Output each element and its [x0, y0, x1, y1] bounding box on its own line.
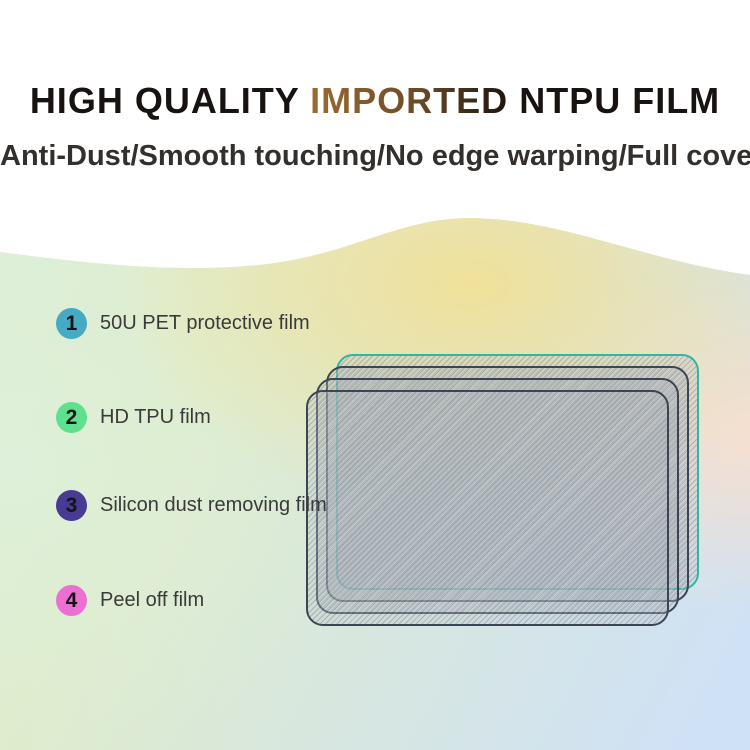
step-badge-1: 1 [56, 308, 87, 339]
title-highlight: IMPORTED [310, 80, 509, 121]
step-label: HD TPU film [100, 406, 211, 428]
legend-item-2: 2 HD TPU film [56, 402, 211, 433]
step-label: 50U PET protective film [100, 312, 310, 334]
title-tail: NTPU FILM [519, 80, 721, 121]
page-title: HIGH QUALITY IMPORTED NTPU FILM [0, 80, 750, 122]
title-lead: HIGH QUALITY [29, 80, 300, 121]
step-badge-4: 4 [56, 585, 87, 616]
legend-item-1: 1 50U PET protective film [56, 308, 310, 339]
legend-item-3: 3 Silicon dust removing film [56, 490, 327, 521]
legend-item-4: 4 Peel off film [56, 585, 204, 616]
step-label: Silicon dust removing film [100, 494, 327, 516]
page-subtitle: Anti-Dust/Smooth touching/No edge warpin… [0, 140, 750, 172]
step-label: Peel off film [100, 589, 205, 611]
step-badge-2: 2 [56, 402, 87, 433]
step-badge-3: 3 [56, 490, 87, 521]
